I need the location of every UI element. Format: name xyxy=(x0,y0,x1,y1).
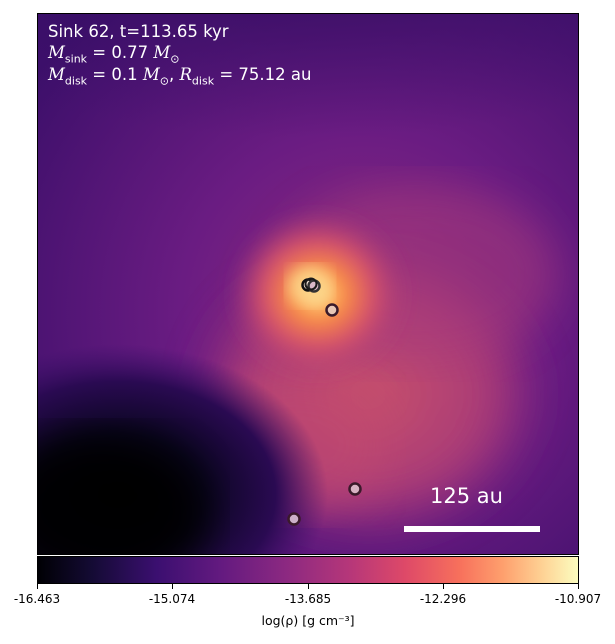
sink-mass-label: Msink = 0.77 M⊙ xyxy=(48,43,180,66)
colorbar-tick-label: -13.685 xyxy=(284,592,332,606)
colorbar-tick xyxy=(172,584,173,589)
colorbar-tick xyxy=(578,584,579,589)
colorbar-tick-label: -12.296 xyxy=(419,592,467,606)
colorbar-tick-label: -15.074 xyxy=(148,592,196,606)
colorbar xyxy=(37,556,579,584)
sink-markers xyxy=(287,277,362,526)
sink-marker xyxy=(304,277,318,291)
colorbar-tick xyxy=(37,584,38,589)
colorbar-tick-label: -16.463 xyxy=(13,592,61,606)
disk-properties-label: Mdisk = 0.1 M⊙, Rdisk = 75.12 au xyxy=(48,65,312,88)
sink-marker xyxy=(287,512,301,526)
colorbar-tick-label: -10.907 xyxy=(554,592,602,606)
sink-marker xyxy=(325,303,339,317)
density-map xyxy=(38,14,578,554)
sink-title: Sink 62, t=113.65 kyr xyxy=(48,22,229,41)
density-map-panel: Sink 62, t=113.65 kyr Msink = 0.77 M⊙ Md… xyxy=(37,13,579,555)
scale-bar-label: 125 au xyxy=(430,484,503,508)
colorbar-tick xyxy=(443,584,444,589)
scale-bar xyxy=(404,526,540,532)
colorbar-tick xyxy=(308,584,309,589)
sink-marker xyxy=(348,482,362,496)
colorbar-label: log(ρ) [g cm⁻³] xyxy=(261,613,355,628)
